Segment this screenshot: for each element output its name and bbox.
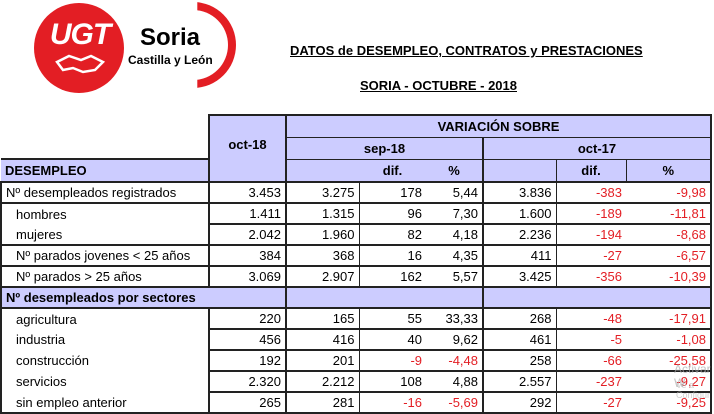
section-sectores: Nº desempleados por sectores xyxy=(0,286,286,308)
oct17-dif-header: dif. xyxy=(555,159,626,182)
sep-dif-header: dif. xyxy=(359,159,426,182)
logo-brand: UGT xyxy=(49,18,111,51)
group-sep-18: sep-18 xyxy=(285,137,483,160)
page-title: DATOS de DESEMPLEO, CONTRATOS y PRESTACI… xyxy=(290,43,643,58)
table-row: Nº parados jovenes < 25 años 384 368 16 … xyxy=(0,244,712,266)
logo-city: Soria xyxy=(140,24,201,51)
table-row: agricultura 220 165 55 33,33 268 -48 -17… xyxy=(0,307,712,329)
page-subtitle: SORIA - OCTUBRE - 2018 xyxy=(360,78,517,93)
table-row: sin empleo anterior 265 281 -16 -5,69 29… xyxy=(0,391,712,414)
table-row: industria 456 416 40 9,62 461 -5 -1,08 xyxy=(0,328,712,350)
logo-circle xyxy=(34,3,124,93)
table-row: hombres 1.411 1.315 96 7,30 1.600 -189 -… xyxy=(0,202,712,224)
group-oct-17: oct-17 xyxy=(482,137,712,160)
unemployment-table: oct-18 VARIACIÓN SOBRE sep-18 oct-17 DES… xyxy=(0,113,712,414)
section-row: Nº desempleados por sectores xyxy=(0,286,712,308)
activation-watermark-sub: Ve a Configur xyxy=(676,380,711,400)
ugt-logo: UGT Soria Castilla y León xyxy=(0,0,250,100)
section-desempleo: DESEMPLEO xyxy=(1,158,209,182)
handshake-icon xyxy=(55,54,105,74)
table-row: Nº desempleados registrados 3.453 3.275 … xyxy=(0,181,712,203)
table-row: servicios 2.320 2.212 108 4,88 2.557 -23… xyxy=(0,370,712,392)
col-oct-18: oct-18 xyxy=(208,114,286,182)
logo-region: Castilla y León xyxy=(128,53,213,67)
variation-header: VARIACIÓN SOBRE xyxy=(285,113,712,138)
activation-watermark: Activar W xyxy=(674,362,711,390)
oct17-pct-header: % xyxy=(625,159,712,182)
table-row: construcción 192 201 -9 -4,48 258 -66 -2… xyxy=(0,349,712,371)
sep-pct-header: % xyxy=(426,159,483,182)
table-row: mujeres 2.042 1.960 82 4,18 2.236 -194 -… xyxy=(0,223,712,245)
table-row: Nº parados > 25 años 3.069 2.907 162 5,5… xyxy=(0,265,712,287)
